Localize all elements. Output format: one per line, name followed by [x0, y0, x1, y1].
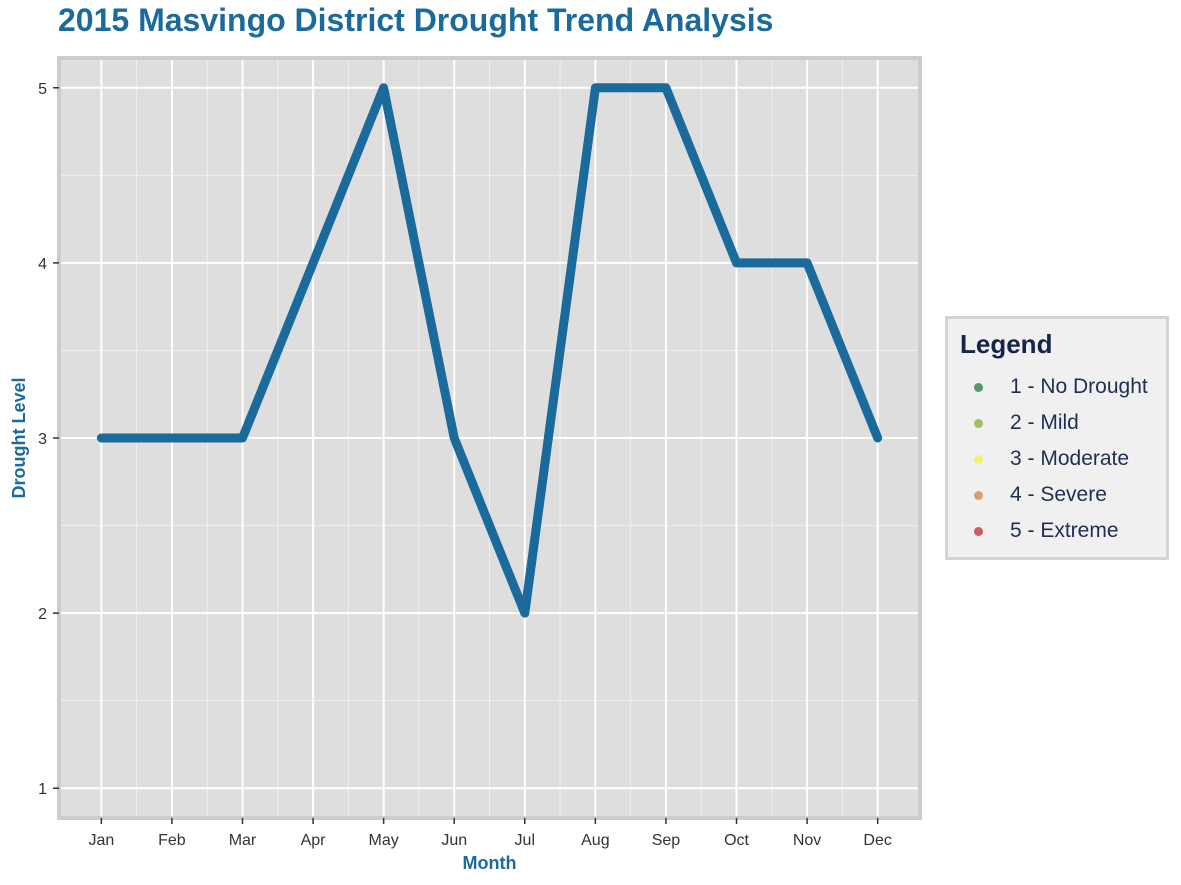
series-line: [96, 83, 883, 618]
legend-label: 2 - Mild: [1010, 411, 1079, 434]
legend-item: 2 - Mild: [974, 411, 1079, 435]
y-tick-label: 1: [38, 781, 47, 798]
x-tick-label: Jun: [441, 832, 467, 849]
major-gridlines: [61, 60, 918, 816]
x-tick-label: Sep: [652, 832, 681, 849]
x-tick-label: May: [369, 832, 399, 849]
legend-title: Legend: [960, 329, 1053, 359]
legend-label: 4 - Severe: [1010, 483, 1107, 506]
x-tick-label: Oct: [724, 832, 749, 849]
legend-key-no-drought: [974, 382, 983, 392]
legend-key-moderate: [974, 454, 983, 464]
x-tick-label: Nov: [793, 832, 821, 849]
y-tick-label: 4: [38, 256, 47, 273]
y-tick-label: 3: [38, 431, 47, 448]
chart-title: 2015 Masvingo District Drought Trend Ana…: [58, 2, 774, 38]
legend-label: 3 - Moderate: [1010, 447, 1130, 470]
x-tick-label: Aug: [581, 832, 609, 849]
legend-label: 5 - Extreme: [1010, 519, 1119, 542]
y-axis: 1 2 3 4 5: [38, 81, 59, 798]
x-tick-label: Jan: [88, 832, 114, 849]
legend-label: 1 - No Drought: [1010, 375, 1148, 398]
legend-item: 3 - Moderate: [974, 447, 1129, 471]
series-group: [96, 83, 883, 618]
legend-key-severe: [974, 490, 983, 500]
x-tick-label: Apr: [301, 832, 327, 849]
legend-item: 4 - Severe: [974, 483, 1107, 507]
legend: Legend 1 - No Drought 2 - Mild 3 - Moder…: [945, 316, 1169, 560]
x-tick-label: Mar: [229, 832, 257, 849]
x-tick-label: Jul: [515, 832, 535, 849]
x-tick-label: Feb: [158, 832, 186, 849]
legend-key-extreme: [974, 526, 983, 536]
x-axis-title: Month: [463, 853, 517, 873]
y-axis-title: Drought Level: [9, 377, 29, 498]
x-tick-label: Dec: [863, 832, 891, 849]
y-tick-label: 5: [38, 81, 47, 98]
y-tick-label: 2: [38, 606, 47, 623]
legend-item: 5 - Extreme: [974, 519, 1119, 543]
x-axis: Jan Feb Mar Apr May Jun Jul Aug Sep Oct Nov Dec: [88, 818, 892, 849]
legend-item: 1 - No Drought: [974, 375, 1148, 399]
legend-key-mild: [974, 418, 983, 428]
